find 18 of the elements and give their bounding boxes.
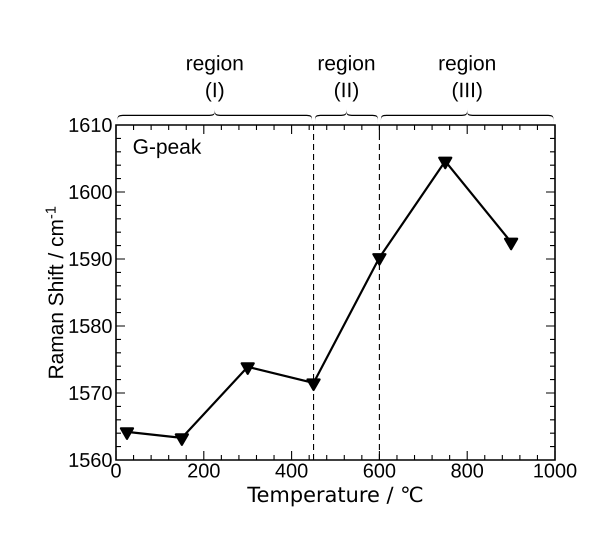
text: region (I) bbox=[187, 55, 242, 102]
x-tick-label: 1000 bbox=[534, 464, 576, 478]
x-tick-label: 600 bbox=[364, 464, 396, 478]
x-tick-label: 0 bbox=[111, 464, 121, 478]
y-tick-label: 1610 bbox=[70, 118, 112, 132]
y-tick-label: 1560 bbox=[70, 452, 112, 468]
y-tick-label: 1600 bbox=[70, 184, 112, 200]
x-tick-label: 400 bbox=[275, 464, 308, 478]
x-tick-label: 800 bbox=[451, 464, 484, 478]
x-axis-title: Temperature / ℃ bbox=[247, 486, 422, 506]
text: region (II) bbox=[318, 55, 374, 102]
x-tick-label: 200 bbox=[188, 464, 220, 478]
annotation: G-peak bbox=[134, 138, 202, 158]
y-tick-label: 1590 bbox=[70, 252, 112, 266]
y-tick-label: 1580 bbox=[70, 318, 112, 334]
y-tick-label: 1570 bbox=[70, 386, 112, 400]
text: region (III) bbox=[440, 55, 495, 102]
y-axis-title: Raman Shift / cm$^{-1}$ bbox=[46, 206, 64, 378]
